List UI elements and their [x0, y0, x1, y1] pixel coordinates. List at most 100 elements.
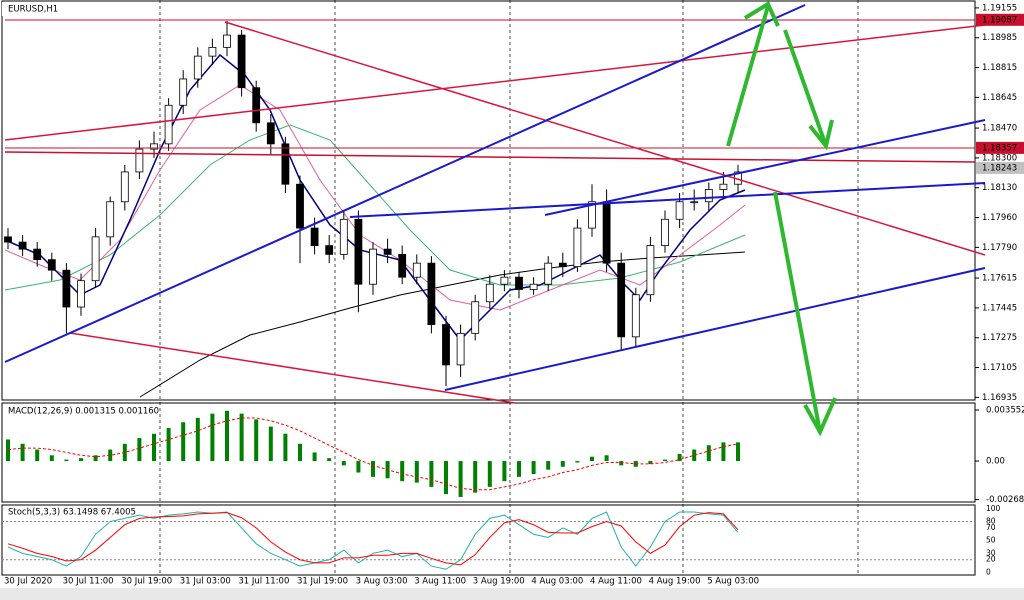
macd-bar	[531, 461, 536, 474]
macd-bar	[736, 442, 740, 462]
macd-pane	[1, 402, 976, 503]
candle-body	[135, 148, 144, 173]
macd-bar	[327, 458, 332, 462]
macd-label: MACD(12,26,9) 0.001315 0.001160	[8, 407, 159, 417]
candle-body	[91, 236, 100, 282]
y-tick-label: 1.18300	[982, 153, 1017, 163]
macd-bar	[604, 455, 609, 462]
trendline	[4, 24, 986, 141]
y-tick-label: -0.00268	[986, 495, 1024, 505]
main-pane	[1, 0, 976, 401]
y-tick-label: 0	[986, 567, 991, 576]
candle-body	[412, 262, 421, 278]
y-tick-label: 100	[986, 504, 1001, 513]
panes	[1, 0, 976, 576]
macd-bar	[108, 449, 113, 462]
macd-bar	[677, 453, 682, 462]
candle-body	[544, 262, 553, 285]
candle-body	[675, 201, 684, 220]
candle-body	[179, 78, 188, 106]
candle-body	[296, 183, 304, 229]
y-tick-label: 1.18645	[982, 93, 1017, 103]
macd-bar	[692, 449, 697, 462]
macd-bar	[254, 419, 259, 462]
arrows	[726, 1, 837, 437]
candle-body	[383, 248, 392, 255]
tab-bar	[0, 588, 1024, 600]
candle-body	[398, 253, 407, 278]
x-tick-label: 5 Aug 03:00	[707, 577, 759, 587]
candle-body	[223, 34, 231, 48]
trendline	[224, 21, 986, 256]
macd-signal	[7, 417, 739, 491]
x-tick-label: 31 Jul 19:00	[297, 577, 348, 587]
drawings	[4, 1, 986, 437]
candle-body	[62, 269, 71, 308]
macd-bar	[473, 461, 478, 493]
y-tick-label: 1.17615	[982, 274, 1017, 284]
macd-bar	[721, 442, 726, 462]
y-tick-label: 50	[986, 536, 996, 545]
arrow	[783, 29, 828, 147]
stoch-label: Stoch(5,3,3) 63.1498 67.4005	[8, 508, 136, 518]
price-marker-label: 1.18243	[982, 163, 1017, 173]
macd-bar	[239, 413, 244, 462]
stoch-signal	[7, 512, 739, 566]
candle-body	[354, 218, 363, 285]
macd-bar	[152, 433, 156, 462]
macd-bar	[20, 443, 25, 462]
candle-body	[573, 227, 582, 268]
candle-body	[237, 34, 246, 89]
candle-body	[631, 294, 640, 338]
macd-bar	[166, 428, 171, 462]
label-bg	[2, 2, 72, 16]
candle-body	[150, 143, 158, 150]
x-tick-label: 4 Aug 19:00	[649, 577, 701, 587]
candle-body	[106, 201, 115, 238]
price-marker-label: 1.18357	[982, 143, 1017, 153]
candle-body	[719, 183, 728, 190]
macd-bar	[560, 461, 565, 467]
macd-bar	[429, 461, 434, 487]
macd-bar	[458, 461, 463, 497]
arrow	[726, 5, 770, 147]
macd-bar	[195, 417, 200, 462]
macd-bar	[414, 461, 419, 483]
macd-bar	[546, 461, 551, 470]
trendline	[544, 119, 986, 216]
candle-body	[208, 46, 217, 57]
x-tick-label: 31 Jul 03:00	[180, 577, 231, 587]
y-tick-label: 1.17105	[982, 363, 1017, 373]
candle-body	[602, 201, 611, 264]
macd-bar	[79, 458, 83, 462]
macd-bar	[648, 461, 653, 464]
candle-body	[325, 245, 334, 255]
x-tick-label: 31 Jul 11:00	[238, 577, 289, 587]
x-tick-label: 30 Jul 19:00	[121, 577, 172, 587]
trendline	[349, 182, 986, 218]
y-tick-label: 1.18470	[982, 124, 1017, 134]
y-tick-label: 0.003552	[986, 406, 1024, 416]
macd-bar	[517, 461, 521, 477]
macd-bar	[444, 461, 448, 495]
price-marker-label: 1.19087	[982, 15, 1017, 25]
y-tick-label: 30	[986, 548, 996, 557]
y-tick-label: 1.16935	[982, 393, 1017, 403]
macd-bar	[341, 461, 346, 466]
candle-body	[661, 218, 669, 247]
arrow-head	[808, 119, 834, 151]
x-tick-label: 30 Jul 11:00	[63, 577, 114, 587]
trendline	[4, 4, 806, 363]
y-tick-label: 70	[986, 523, 996, 532]
candle-body	[193, 55, 202, 80]
candle-body	[4, 236, 12, 243]
stoch-pane	[1, 504, 976, 576]
y-tick-label: 1.18815	[982, 63, 1017, 73]
candle-body	[500, 276, 509, 285]
arrow-head	[743, 1, 780, 27]
macd-bar	[35, 449, 40, 462]
macd-bar	[371, 461, 375, 477]
candle-body	[252, 87, 261, 124]
ma-mid	[4, 124, 746, 291]
candle-body	[164, 104, 173, 145]
